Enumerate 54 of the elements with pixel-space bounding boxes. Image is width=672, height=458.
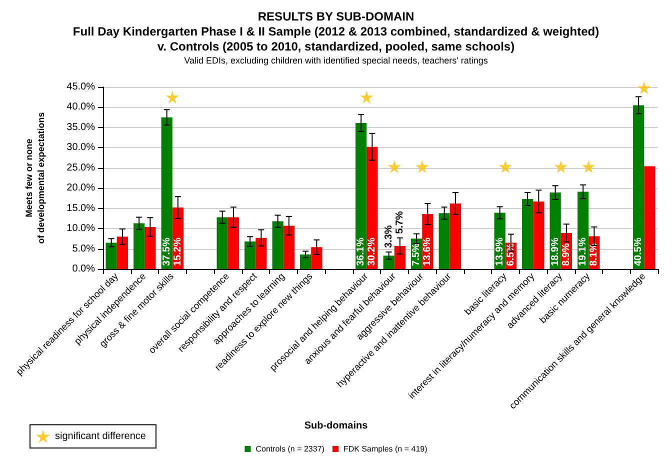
bar (272, 221, 284, 269)
data-label: 13.6% (422, 238, 434, 266)
bar (244, 242, 256, 269)
bar (533, 201, 544, 269)
bar (300, 254, 312, 269)
chart-title: RESULTS BY SUB-DOMAIN Full Day Kindergarten Phase I & II Sample (2012 & 2013 combined, standardized & weighted) v. Controls (2005 to 2010, standardized, pooled, same schools) (72, 10, 600, 54)
data-label: 8.9% (560, 243, 572, 266)
data-label: 5.7% (394, 210, 406, 234)
bar (522, 199, 534, 269)
legend-label: FDK Samples (n = 419) (343, 444, 428, 454)
bar (256, 238, 267, 269)
bar (450, 203, 461, 269)
data-label: 7.5% (411, 243, 422, 266)
bar (161, 117, 172, 269)
y-tick-label: 15.0% (66, 202, 96, 214)
bar (216, 217, 228, 269)
y-tick-label: 10.0% (66, 223, 96, 234)
y-tick-label: 5.0% (72, 243, 96, 254)
data-label: 13.9% (494, 238, 506, 266)
bar (394, 246, 406, 269)
bar (144, 226, 156, 269)
bar (366, 146, 378, 269)
y-tick-label: 45.0% (66, 82, 96, 92)
y-tick-label: 40.0% (66, 102, 96, 113)
data-label: 15.2% (172, 238, 184, 266)
y-tick-label: 35.0% (66, 122, 96, 133)
x-axis-title: Sub-domains (304, 420, 368, 432)
bar (438, 213, 450, 269)
data-label: 30.2% (366, 238, 378, 266)
data-label: 18.9% (550, 238, 561, 266)
bar (356, 122, 367, 269)
bar (134, 223, 145, 269)
bar (116, 236, 128, 269)
data-label: 36.1% (356, 238, 367, 266)
bar (383, 256, 394, 269)
data-label: 37.5% (161, 238, 172, 266)
chart-subtitle: Valid EDIs, excluding children with identified special needs, teachers' ratings (184, 56, 488, 66)
bar (228, 217, 239, 269)
bar (633, 105, 644, 269)
y-tick-label: 20.0% (66, 182, 96, 194)
y-tick-label: 0.0% (72, 264, 96, 274)
legend-label: significant difference (55, 430, 146, 442)
data-label: 8.1% (588, 243, 600, 266)
bar (283, 226, 294, 269)
bar (644, 166, 656, 269)
legend-label: Controls (n = 2337) (256, 444, 325, 454)
data-label: 40.5% (633, 238, 644, 266)
data-label: 3.3% (383, 225, 394, 248)
y-tick-label: 30.0% (66, 142, 96, 154)
y-tick-label: 25.0% (66, 162, 96, 174)
bar (106, 242, 117, 269)
bar (311, 247, 322, 269)
y-axis-title: Meets few or none of developmental expectations (24, 112, 46, 244)
data-label: 19.1% (578, 238, 589, 266)
